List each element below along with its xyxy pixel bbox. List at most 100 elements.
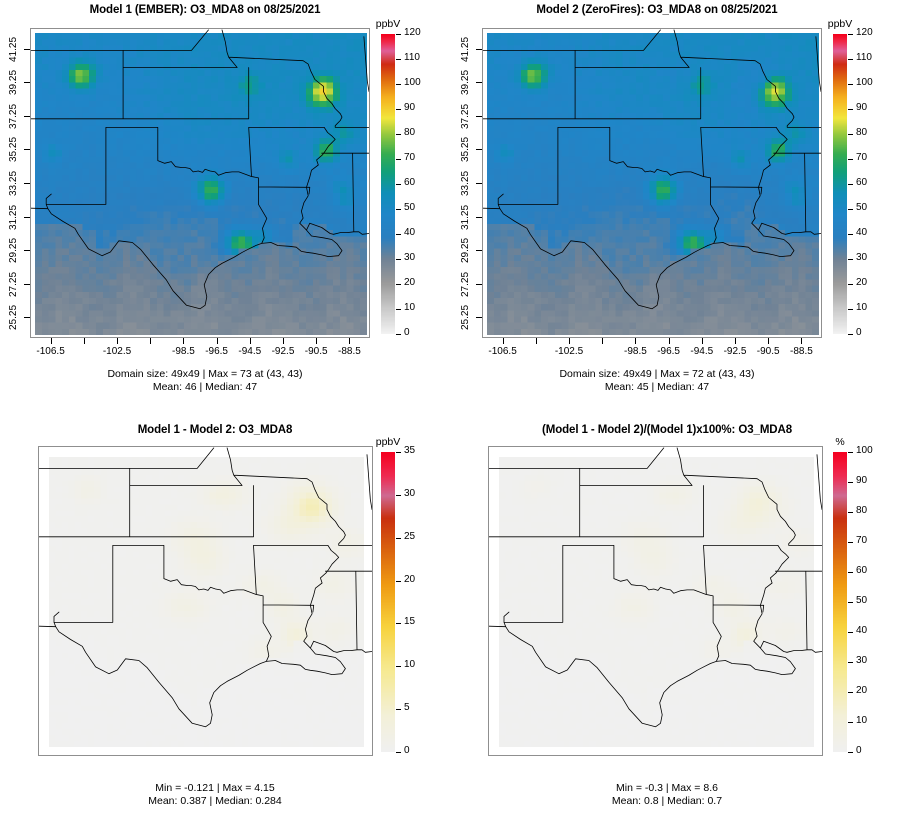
colorbar-tickmark — [396, 709, 401, 711]
colorbar-tickmark — [848, 722, 853, 723]
colorbar-tick-label: 40 — [856, 227, 868, 238]
y-tickmark — [476, 250, 482, 252]
x-axis-label: -88.5 — [337, 346, 361, 357]
colorbar-tickmark — [396, 537, 401, 539]
colorbar-title-difference: ppbV — [375, 436, 401, 448]
colorbar-tickmark — [396, 309, 401, 310]
x-axis-label: -96.5 — [657, 346, 680, 357]
colorbar-tick-label: 10 — [404, 659, 416, 671]
colorbar-tick-label: 80 — [856, 127, 868, 138]
colorbar-tick-label: 15 — [404, 616, 416, 628]
colorbar-tickmark — [848, 259, 853, 260]
colorbar-tickmark — [848, 542, 853, 543]
colorbar-tick-label: 5 — [404, 702, 410, 714]
colorbar-tickmark — [396, 580, 401, 582]
colorbar-canvas-model2 — [833, 34, 847, 334]
colorbar-tick-label: 90 — [856, 102, 868, 113]
plot-box-model1 — [30, 28, 370, 338]
colorbar-tickmark — [396, 752, 401, 753]
panel-caption-model2: Domain size: 49x49 | Max = 72 at (43, 43… — [559, 368, 755, 393]
plot-box-difference — [38, 446, 373, 756]
colorbar-tickmark — [848, 234, 853, 235]
colorbar-tick-label: 0 — [404, 745, 410, 756]
x-axis-label: -96.5 — [205, 346, 228, 357]
y-tickmark — [476, 149, 482, 151]
colorbar-tick-label: 80 — [856, 505, 868, 516]
colorbar-tickmark — [396, 34, 401, 35]
colorbar-tickmark — [396, 184, 401, 185]
colorbar-title-model2: ppbV — [827, 18, 853, 30]
colorbar-difference — [381, 452, 395, 752]
colorbar-title-percent-difference: % — [835, 436, 845, 448]
y-tickmark — [24, 82, 30, 84]
panel-caption-percent-difference: Min = -0.3 | Max = 8.6 Mean: 0.8 | Media… — [611, 782, 723, 807]
y-tickmark — [476, 283, 482, 285]
y-tickmark — [476, 183, 482, 184]
colorbar-tick-label: 0 — [856, 745, 862, 756]
x-tickmark — [735, 338, 736, 344]
colorbar-tickmark — [848, 752, 853, 753]
x-tickmark — [635, 338, 637, 344]
map-canvas-model2 — [487, 33, 819, 335]
x-axis-label: -88.5 — [789, 346, 813, 357]
colorbar-tick-label: 80 — [404, 127, 416, 138]
colorbar-tick-label: 110 — [856, 52, 872, 63]
x-tickmark — [569, 338, 570, 344]
colorbar-tickmark — [396, 623, 401, 625]
y-tickmark — [24, 183, 30, 184]
colorbar-tickmark — [848, 209, 853, 210]
x-tickmark — [602, 338, 604, 344]
colorbar-percent-difference — [833, 452, 847, 752]
colorbar-tickmark — [396, 259, 401, 260]
map-raster-model2 — [487, 33, 819, 335]
x-axis-label: -98.5 — [623, 346, 647, 357]
colorbar-tickmark — [848, 662, 853, 663]
colorbar-tickmark — [848, 184, 853, 185]
y-axis-label: 33.25 — [8, 170, 19, 196]
x-tickmark — [801, 338, 803, 344]
colorbar-tick-label: 20 — [856, 685, 868, 696]
panel-title-model1: Model 1 (EMBER): O3_MDA8 on 08/25/2021 — [89, 4, 321, 16]
colorbar-tickmark — [848, 134, 853, 135]
y-tickmark — [24, 115, 30, 117]
colorbar-tickmark — [396, 159, 401, 160]
colorbar-model2 — [833, 34, 847, 334]
colorbar-tickmark — [848, 334, 853, 335]
colorbar-tickmark — [848, 59, 853, 60]
colorbar-canvas-model1 — [381, 34, 395, 334]
colorbar-tick-label: 70 — [856, 152, 868, 163]
x-tickmark — [668, 338, 670, 344]
colorbar-tick-label: 40 — [856, 625, 868, 636]
colorbar-tick-label: 30 — [404, 252, 416, 263]
x-tickmark — [83, 338, 85, 344]
x-axis-label: -98.5 — [171, 346, 195, 357]
plot-box-model2 — [482, 28, 822, 338]
x-axis-label: -102.5 — [102, 346, 132, 357]
colorbar-tickmark — [396, 666, 401, 668]
colorbar-tick-label: 110 — [404, 52, 420, 63]
colorbar-tick-label: 60 — [856, 177, 868, 188]
colorbar-tick-label: 50 — [856, 595, 868, 606]
colorbar-tickmark — [848, 34, 853, 35]
plot-box-percent-difference — [488, 446, 823, 756]
x-axis-label: -94.5 — [690, 346, 714, 357]
x-axis-label: -90.5 — [304, 346, 328, 357]
map-raster-model1 — [35, 33, 367, 335]
y-tickmark — [476, 317, 482, 319]
y-axis-label: 41.25 — [460, 36, 471, 62]
x-axis-label: -92.5 — [723, 346, 747, 357]
y-tickmark — [24, 149, 30, 151]
x-tickmark — [316, 338, 318, 344]
colorbar-tickmark — [848, 482, 853, 483]
colorbar-tick-label: 60 — [856, 565, 868, 576]
colorbar-tickmark — [396, 234, 401, 235]
x-axis-label: -106.5 — [36, 346, 65, 357]
colorbar-tick-label: 120 — [856, 27, 873, 38]
map-canvas-model1 — [35, 33, 367, 335]
colorbar-tick-label: 20 — [856, 277, 868, 288]
colorbar-tick-label: 50 — [404, 202, 416, 213]
colorbar-tick-label: 30 — [856, 655, 868, 666]
panel-title-model2: Model 2 (ZeroFires): O3_MDA8 on 08/25/20… — [536, 4, 778, 16]
colorbar-title-model1: ppbV — [375, 18, 401, 30]
y-tickmark — [24, 283, 30, 285]
